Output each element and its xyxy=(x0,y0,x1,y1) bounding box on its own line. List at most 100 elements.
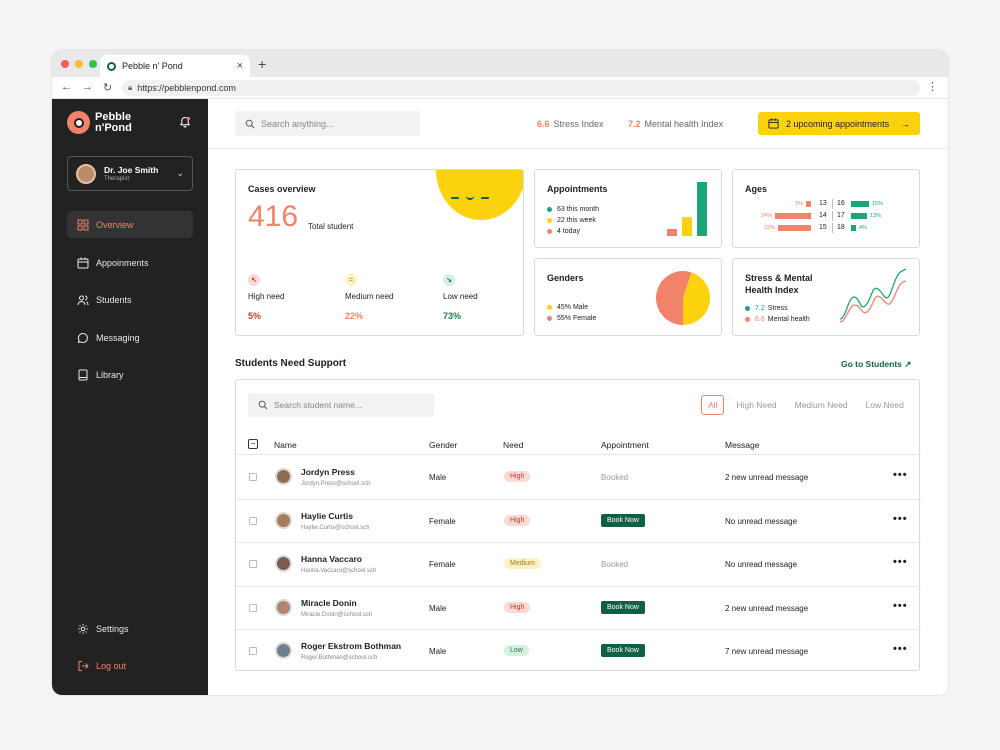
age-bar xyxy=(851,200,869,207)
browser-menu-icon[interactable]: ⋮ xyxy=(927,81,938,93)
age-row-right: 16 15% xyxy=(837,200,883,207)
table-row[interactable]: Hanna Vaccaro Hanna.Vaccaro@school.sch F… xyxy=(236,543,921,587)
more-options-icon[interactable]: ••• xyxy=(893,556,908,568)
cases-title: Cases overview xyxy=(248,184,316,194)
high-need-stat: ↖ High need 5% xyxy=(248,274,284,321)
new-tab-button[interactable]: + xyxy=(258,56,267,72)
table-row[interactable]: Miracle Donin Miracle.Donin@school.sch M… xyxy=(236,587,921,630)
student-email: Jordyn.Press@school.sch xyxy=(301,481,371,487)
more-options-icon[interactable]: ••• xyxy=(893,599,908,612)
appointments-month-label: 63 this month xyxy=(557,206,600,213)
upcoming-appointments-button[interactable]: 2 upcoming appointments → xyxy=(758,112,920,135)
need-badge: Low xyxy=(504,645,529,656)
row-checkbox[interactable] xyxy=(249,516,257,525)
filter-low-need[interactable]: Low Need xyxy=(865,400,904,410)
close-window-icon[interactable] xyxy=(61,60,69,68)
book-now-button[interactable]: Book Now xyxy=(601,644,645,657)
age-value: 16 xyxy=(837,200,845,207)
forward-icon[interactable]: → xyxy=(82,81,93,93)
column-need[interactable]: Need xyxy=(503,440,524,450)
students-section-title: Students Need Support xyxy=(235,358,347,369)
more-options-icon[interactable]: ••• xyxy=(893,469,908,481)
age-divider xyxy=(832,223,833,233)
url-text: https://pebblenpond.com xyxy=(137,83,236,93)
sidebar-item-library[interactable]: Library xyxy=(67,361,193,388)
sidebar-item-appoinments[interactable]: Appoinments xyxy=(67,249,193,276)
appointments-button-label: 2 upcoming appointments xyxy=(786,118,890,129)
gender-female-label: 55% Female xyxy=(557,315,597,322)
equals-icon: = xyxy=(345,274,357,286)
age-bar xyxy=(778,224,811,231)
select-all-checkbox[interactable]: − xyxy=(248,439,258,449)
logout-button[interactable]: Log out xyxy=(67,652,193,679)
lock-icon: 🔒︎ xyxy=(128,83,133,92)
chevron-down-icon: ⌄ xyxy=(176,168,184,178)
filter-high-need[interactable]: High Need xyxy=(736,400,777,410)
age-pct: 3% xyxy=(795,200,803,207)
more-options-icon[interactable]: ••• xyxy=(893,512,908,525)
minimize-window-icon[interactable] xyxy=(75,60,83,68)
profile-name: Dr. Joe Smith xyxy=(104,165,159,175)
column-message[interactable]: Message xyxy=(725,440,760,450)
calendar-icon xyxy=(768,118,779,129)
column-appointment[interactable]: Appointment xyxy=(601,440,649,450)
ages-title: Ages xyxy=(745,184,768,194)
high-need-pct: 5% xyxy=(248,311,262,321)
table-header: − Name Gender Need Appointment Message xyxy=(236,438,921,455)
student-email: Roger.Bothman@school.sch xyxy=(301,655,378,661)
grid-icon xyxy=(77,219,89,230)
book-icon xyxy=(78,369,88,380)
maximize-window-icon[interactable] xyxy=(89,60,97,68)
age-value: 14 xyxy=(819,212,827,219)
mental-legend-label: Mental health xyxy=(767,316,810,323)
row-checkbox[interactable] xyxy=(249,647,257,655)
student-name[interactable]: Jordyn Press xyxy=(301,467,355,477)
close-tab-icon[interactable]: × xyxy=(236,60,243,72)
appointments-month-bar xyxy=(697,182,707,236)
student-name[interactable]: Roger Ekstrom Bothman xyxy=(301,641,402,651)
gear-icon xyxy=(78,623,88,634)
arrow-up-right-icon: ↗ xyxy=(904,359,912,369)
filter-medium-need[interactable]: Medium Need xyxy=(794,400,848,410)
browser-tab[interactable]: Pebble n' Pond × xyxy=(100,55,250,77)
row-checkbox[interactable] xyxy=(249,603,257,612)
student-name[interactable]: Haylie Curtis xyxy=(301,510,353,521)
book-now-button[interactable]: Book Now xyxy=(601,513,645,527)
back-icon[interactable]: ← xyxy=(61,81,72,93)
table-row[interactable]: Roger Ekstrom Bothman Roger.Bothman@scho… xyxy=(236,630,921,674)
row-checkbox[interactable] xyxy=(249,560,257,568)
search-input[interactable]: Search anything... xyxy=(235,111,420,136)
book-now-button[interactable]: Book Now xyxy=(601,600,645,614)
browser-window: Pebble n' Pond × + ← → ↻ 🔒︎ https://pebb… xyxy=(52,50,948,695)
age-row-left: 22% 15 xyxy=(743,224,829,231)
mental-index-value: 7.2 xyxy=(628,119,641,129)
mental-health-index: 7.2 Mental health Index xyxy=(628,119,723,129)
chat-icon xyxy=(77,332,88,343)
row-checkbox[interactable] xyxy=(249,473,257,481)
bell-icon[interactable] xyxy=(179,116,191,128)
student-search-input[interactable]: Search student name... xyxy=(248,393,434,417)
search-icon xyxy=(258,400,268,410)
avatar xyxy=(275,642,292,659)
student-name[interactable]: Miracle Donin xyxy=(301,597,357,608)
column-name[interactable]: Name xyxy=(274,440,297,450)
table-row[interactable]: Jordyn Press Jordyn.Press@school.sch Mal… xyxy=(236,456,921,500)
sidebar-item-settings[interactable]: Settings xyxy=(67,615,193,642)
brand[interactable]: Pebble n'Pond xyxy=(67,111,135,134)
profile-selector[interactable]: Dr. Joe Smith Therapist ⌄ xyxy=(67,156,193,191)
go-to-students-link[interactable]: Go to Students ↗ xyxy=(841,359,911,370)
message-status: No unread message xyxy=(725,560,798,569)
filter-all[interactable]: All xyxy=(701,395,725,415)
sidebar-item-overview[interactable]: Overview xyxy=(67,211,193,238)
arrow-down-right-icon: ↘ xyxy=(443,274,455,286)
age-pct: 4% xyxy=(859,224,867,231)
more-options-icon[interactable]: ••• xyxy=(893,643,908,655)
sidebar-item-messaging[interactable]: Messaging xyxy=(67,324,193,351)
reload-icon[interactable]: ↻ xyxy=(103,82,113,94)
student-name[interactable]: Hanna Vaccaro xyxy=(301,554,362,564)
column-gender[interactable]: Gender xyxy=(429,440,458,450)
table-row[interactable]: Haylie Curtis Haylie.Curtis@school.sch F… xyxy=(236,500,921,543)
age-bar xyxy=(806,200,811,207)
url-field[interactable]: 🔒︎ https://pebblenpond.com xyxy=(122,80,920,96)
sidebar-item-students[interactable]: Students xyxy=(67,286,193,313)
